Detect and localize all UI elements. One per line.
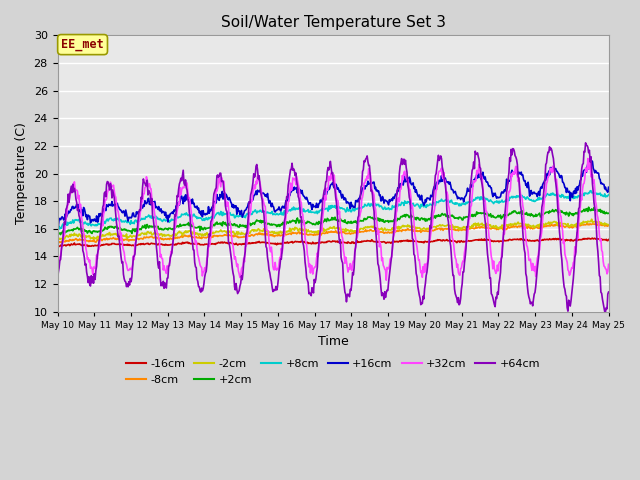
-2cm [206,231,214,237]
-16cm [206,241,214,247]
+64cm [120,276,128,282]
-8cm [54,240,61,246]
+2cm [585,204,593,210]
-16cm [177,240,185,246]
Line: +16cm: +16cm [58,161,609,227]
Line: -2cm: -2cm [58,219,609,240]
-2cm [417,227,424,232]
+64cm [205,231,213,237]
+32cm [205,243,213,249]
+8cm [605,192,612,198]
-16cm [121,242,129,248]
+2cm [57,232,65,238]
-16cm [84,243,92,249]
-8cm [583,220,591,226]
-16cm [401,238,408,244]
+32cm [54,261,61,267]
+2cm [177,223,185,229]
+16cm [121,213,129,219]
-2cm [54,236,61,241]
-2cm [177,229,185,235]
-16cm [605,237,612,242]
+64cm [400,156,408,162]
Line: +32cm: +32cm [58,158,609,280]
-8cm [177,234,185,240]
Line: -8cm: -8cm [58,223,609,243]
+32cm [120,250,128,255]
+2cm [54,230,61,236]
+64cm [54,278,61,284]
-2cm [605,222,612,228]
+32cm [584,156,592,161]
-8cm [65,238,72,243]
+32cm [401,168,408,174]
+16cm [588,158,596,164]
-8cm [121,237,129,242]
+64cm [176,179,184,185]
+8cm [121,218,129,224]
-16cm [54,243,61,249]
-2cm [55,237,63,242]
+32cm [63,203,71,209]
-8cm [58,240,65,246]
Y-axis label: Temperature (C): Temperature (C) [15,122,28,225]
+64cm [601,309,609,314]
X-axis label: Time: Time [317,335,348,348]
-2cm [401,223,408,229]
+8cm [206,215,214,221]
+8cm [587,188,595,193]
+2cm [605,210,612,216]
+8cm [417,202,424,207]
+16cm [65,208,72,214]
+2cm [121,227,129,233]
+8cm [177,214,185,219]
+64cm [63,202,71,207]
+64cm [582,140,589,146]
+16cm [54,212,61,218]
-16cm [417,239,424,245]
-8cm [417,229,424,235]
-8cm [605,222,612,228]
Line: +64cm: +64cm [58,143,609,312]
+16cm [54,224,62,229]
-16cm [63,242,71,248]
Line: +2cm: +2cm [58,207,609,235]
+32cm [605,262,612,267]
-2cm [121,233,129,239]
+32cm [417,270,424,276]
-2cm [65,234,72,240]
Legend: -16cm, -8cm, -2cm, +2cm, +8cm, +16cm, +32cm, +64cm: -16cm, -8cm, -2cm, +2cm, +8cm, +16cm, +3… [122,355,545,389]
+32cm [176,185,184,191]
+32cm [383,277,390,283]
+8cm [54,226,62,232]
+8cm [401,198,408,204]
+2cm [206,225,214,231]
+16cm [417,197,424,203]
+16cm [605,184,612,190]
+16cm [206,207,214,213]
Line: +8cm: +8cm [58,191,609,229]
-8cm [206,235,214,240]
-16cm [589,235,596,241]
+64cm [605,289,612,295]
+64cm [416,295,424,301]
+16cm [177,194,185,200]
+2cm [65,228,72,233]
+2cm [401,212,408,217]
+16cm [401,173,408,179]
+8cm [65,221,72,227]
Text: EE_met: EE_met [61,38,104,51]
-8cm [401,227,408,233]
Line: -16cm: -16cm [58,238,609,246]
+8cm [54,226,61,231]
+2cm [417,216,424,222]
-2cm [588,216,596,222]
Title: Soil/Water Temperature Set 3: Soil/Water Temperature Set 3 [221,15,445,30]
